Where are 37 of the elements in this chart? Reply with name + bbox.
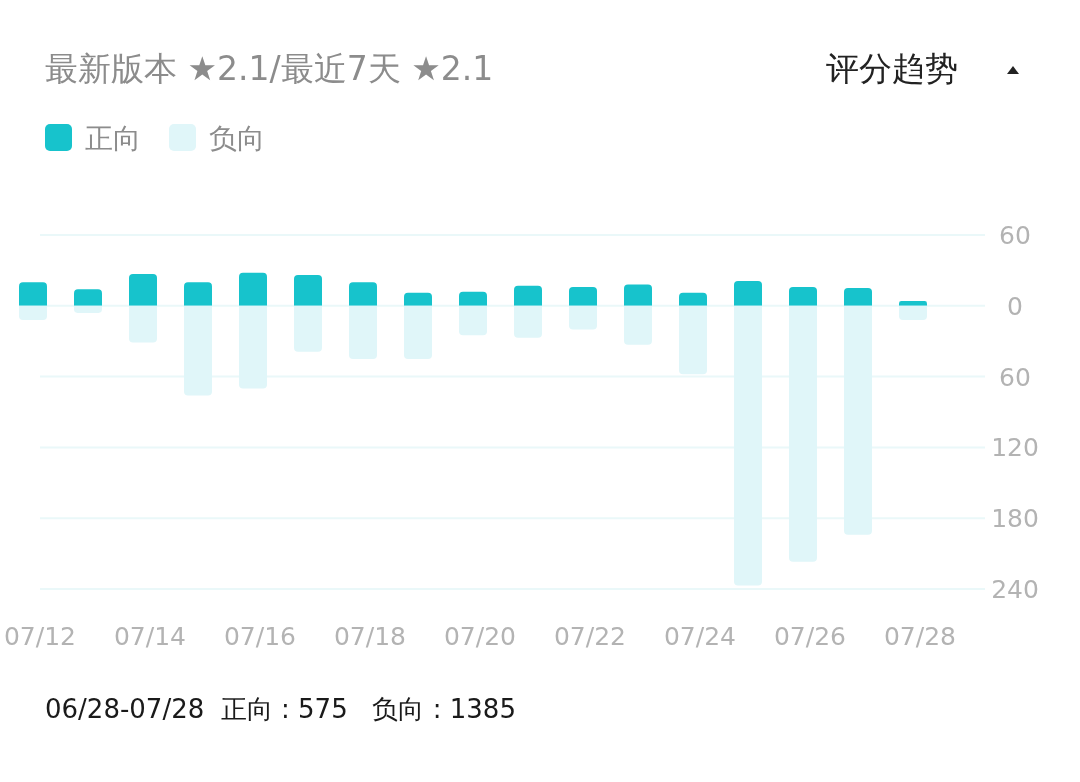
- bar: [844, 288, 872, 306]
- y-tick-label: 180: [991, 504, 1039, 534]
- chart-title: 最新版本 ★2.1/最近7天 ★2.1: [45, 49, 494, 88]
- bar: [679, 292, 707, 306]
- x-tick-label: 07/20: [443, 622, 517, 651]
- x-tick-label: 07/26: [773, 622, 847, 651]
- y-tick-label: 60: [999, 221, 1031, 250]
- bar: [294, 275, 322, 306]
- x-tick-label: 07/16: [223, 622, 297, 651]
- bar: [514, 285, 542, 306]
- y-tick-label: 0: [1007, 291, 1023, 321]
- bar: [349, 282, 377, 306]
- bar: [569, 286, 597, 306]
- y-tick-label: 60: [999, 362, 1031, 392]
- y-tick-label: 240: [991, 575, 1039, 604]
- legend-label: 负向: [209, 122, 265, 155]
- bar: [459, 291, 487, 306]
- bar: [899, 301, 927, 306]
- bar: [74, 289, 102, 306]
- text: 06/28-07/28 正向 : 575 负向 : 1385: [45, 694, 516, 724]
- bar: [239, 272, 267, 306]
- x-tick-label: 07/14: [113, 622, 187, 651]
- x-tick-label: 07/28: [883, 622, 957, 651]
- bar: [184, 282, 212, 306]
- bar: [129, 273, 157, 306]
- bar: [19, 282, 47, 306]
- x-tick-label: 07/22: [553, 622, 627, 651]
- bar: [624, 284, 652, 306]
- legend-label: 正向: [85, 122, 141, 155]
- x-tick-label: 07/24: [663, 622, 737, 651]
- x-tick-label: 07/18: [333, 622, 407, 651]
- bar: [734, 281, 762, 306]
- y-tick-label: 120: [991, 433, 1039, 463]
- bar: [404, 292, 432, 306]
- x-tick-label: 07/12: [3, 622, 77, 651]
- bar: [789, 286, 817, 306]
- text: 评分趋势: [826, 49, 958, 88]
